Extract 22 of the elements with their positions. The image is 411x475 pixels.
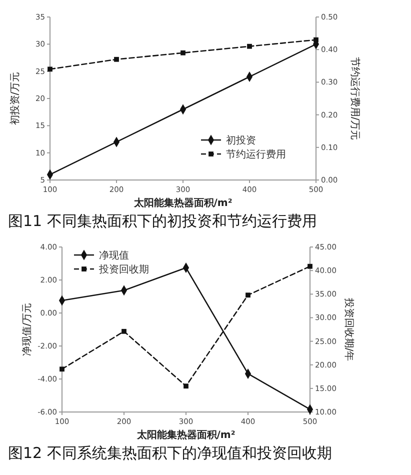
legend-label: 净现值 [99, 250, 129, 262]
legend-label: 初投资 [226, 134, 256, 146]
point [247, 44, 252, 49]
point [184, 384, 188, 389]
point [48, 66, 52, 72]
point [308, 264, 312, 269]
y2-axis-title: 投资回收期/年 [343, 296, 355, 362]
point [246, 292, 250, 298]
point [122, 328, 126, 334]
point [60, 366, 64, 372]
point [314, 37, 318, 42]
legend-label: 节约运行费用 [226, 148, 286, 160]
legend-label: 投资回收期 [98, 264, 149, 276]
caption: 图11 不同集热面积下的初投资和节约运行费用 [8, 212, 317, 230]
y-axis-title: 初投资/万元 [9, 72, 21, 126]
point [180, 50, 186, 56]
x-axis-title: 太阳能集热器面积/m² [136, 429, 236, 441]
x-axis-title: 太阳能集热器面积/m² [132, 197, 232, 209]
y2-axis-title: 节约运行费用/万元 [349, 56, 361, 140]
point [114, 56, 119, 62]
caption: 图12 不同系统集热面积下的净现值和投资回收期 [8, 444, 332, 462]
y-axis-title: 净现值/万元 [21, 302, 33, 356]
